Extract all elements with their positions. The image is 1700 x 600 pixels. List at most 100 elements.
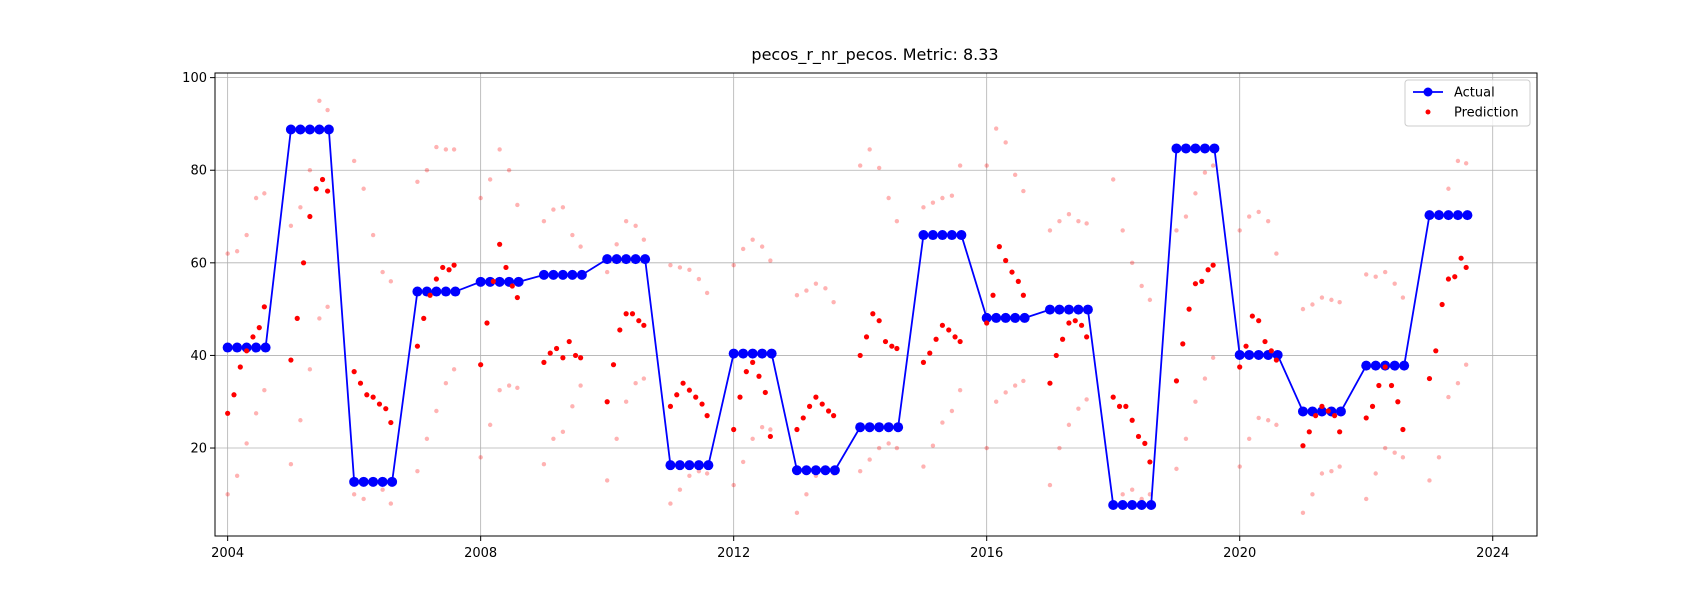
prediction-point <box>566 338 572 345</box>
prediction-point <box>484 320 490 326</box>
prediction-point <box>686 387 693 393</box>
actual-point <box>1335 406 1346 417</box>
actual-point <box>475 276 486 287</box>
faint-prediction-point <box>451 147 457 152</box>
prediction-point <box>756 373 762 379</box>
actual-point <box>893 422 904 433</box>
faint-prediction-point <box>921 464 926 469</box>
prediction-point <box>1268 348 1274 354</box>
actual-point <box>314 124 325 135</box>
faint-prediction-point <box>317 316 322 321</box>
prediction-point <box>831 413 837 419</box>
prediction-point <box>674 392 680 398</box>
faint-prediction-point <box>1129 487 1135 492</box>
prediction-point <box>794 426 800 433</box>
prediction-point <box>370 394 376 400</box>
faint-prediction-point <box>876 445 882 451</box>
actual-point <box>820 465 831 476</box>
faint-prediction-point <box>1382 445 1388 451</box>
faint-prediction-point <box>1463 161 1469 166</box>
faint-prediction-point <box>696 276 702 282</box>
faint-prediction-point <box>668 262 673 268</box>
actual-point <box>1044 304 1055 315</box>
faint-prediction-point <box>1057 218 1062 224</box>
chart-title: pecos_r_nr_pecos. Metric: 8.33 <box>751 45 998 65</box>
faint-prediction-point <box>1256 209 1261 215</box>
prediction-point <box>731 426 737 433</box>
faint-prediction-point <box>1047 228 1053 233</box>
prediction-point <box>509 283 515 289</box>
prediction-point <box>939 322 946 328</box>
prediction-point <box>1123 403 1129 409</box>
faint-prediction-point <box>570 404 575 409</box>
faint-prediction-point <box>253 411 259 416</box>
prediction-point <box>250 334 256 340</box>
prediction-point <box>1084 334 1090 340</box>
actual-point <box>757 348 768 359</box>
prediction-point <box>256 325 262 331</box>
prediction-point <box>1458 255 1464 261</box>
faint-prediction-point <box>1202 376 1208 381</box>
prediction-point <box>1173 378 1180 384</box>
prediction-point <box>957 338 963 345</box>
prediction-point <box>1363 415 1369 421</box>
faint-prediction-point <box>478 455 483 460</box>
faint-prediction-point <box>604 269 610 275</box>
prediction-point <box>1186 306 1192 312</box>
faint-prediction-point <box>1446 186 1451 191</box>
faint-prediction-point <box>253 195 259 201</box>
prediction-point <box>414 343 421 349</box>
actual-point <box>801 465 812 476</box>
faint-prediction-point <box>1337 464 1342 469</box>
faint-prediction-point <box>225 492 230 497</box>
faint-prediction-point <box>1446 394 1451 400</box>
prediction-point <box>667 403 674 409</box>
actual-point <box>1000 312 1011 323</box>
faint-prediction-point <box>857 163 863 168</box>
actual-point <box>295 124 306 135</box>
prediction-point <box>1319 403 1325 409</box>
prediction-point <box>572 352 579 359</box>
prediction-point <box>446 267 452 273</box>
prediction-point <box>451 262 457 268</box>
actual-point <box>1316 406 1327 417</box>
prediction-point <box>1078 322 1085 328</box>
actual-point <box>1054 304 1065 315</box>
faint-prediction-point <box>731 262 736 268</box>
prediction-point <box>767 433 773 440</box>
prediction-point <box>876 318 882 324</box>
faint-prediction-point <box>876 165 882 171</box>
faint-prediction-point <box>506 383 512 388</box>
actual-point <box>630 254 641 265</box>
prediction-point <box>547 350 553 356</box>
prediction-point <box>819 401 825 407</box>
faint-prediction-point <box>633 223 638 228</box>
faint-prediction-point <box>794 510 800 516</box>
faint-prediction-point <box>298 205 303 210</box>
actual-point <box>693 460 704 471</box>
prediction-point <box>1262 338 1268 345</box>
faint-prediction-point <box>768 427 773 432</box>
faint-prediction-point <box>614 436 619 441</box>
actual-point <box>323 124 334 135</box>
actual-point <box>621 254 632 265</box>
prediction-point <box>1147 459 1153 465</box>
faint-prediction-point <box>560 205 566 210</box>
actual-point <box>1108 499 1119 510</box>
faint-prediction-point <box>424 436 430 441</box>
prediction-point <box>863 334 870 340</box>
prediction-point <box>1337 429 1343 435</box>
faint-prediction-point <box>804 288 809 293</box>
faint-prediction-point <box>1310 302 1315 307</box>
actual-point <box>810 465 821 476</box>
prediction-point <box>750 359 756 365</box>
faint-prediction-point <box>1237 464 1242 469</box>
prediction-point <box>800 415 806 421</box>
actual-point <box>684 460 695 471</box>
actual-point <box>864 422 875 433</box>
actual-point <box>557 269 568 280</box>
actual-point <box>251 342 262 353</box>
prediction-point <box>237 364 243 370</box>
prediction-point <box>1116 403 1123 409</box>
faint-prediction-point <box>1193 191 1198 196</box>
